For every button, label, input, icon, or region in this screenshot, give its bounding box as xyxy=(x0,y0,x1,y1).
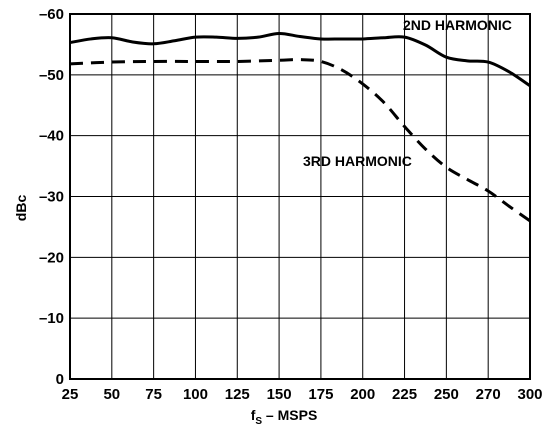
grid xyxy=(69,13,531,380)
annotation-3rd-harmonic: 3RD HARMONIC xyxy=(303,153,412,169)
y-axis-label: dBc xyxy=(13,195,29,222)
x-tick-label: 300 xyxy=(517,386,542,403)
x-tick-label: 125 xyxy=(225,386,250,403)
series-line-2nd-harmonic xyxy=(69,31,531,88)
y-tick-label: –50 xyxy=(39,67,64,84)
x-tick-label: 200 xyxy=(350,386,375,403)
x-tick-label: 50 xyxy=(103,386,120,403)
y-tick-label: –60 xyxy=(39,6,64,23)
x-axis-label-rest: – MSPS xyxy=(262,407,317,423)
y-tick-label: –20 xyxy=(39,249,64,266)
x-tick-label: 150 xyxy=(267,386,292,403)
x-axis-label-f: f xyxy=(251,407,256,423)
y-tick-label: 0 xyxy=(56,371,64,388)
plot-frame xyxy=(69,13,531,380)
series-group xyxy=(69,31,531,223)
y-tick-label: –40 xyxy=(39,128,64,145)
x-tick-label: 270 xyxy=(476,386,501,403)
x-tick-label: 250 xyxy=(434,386,459,403)
series-line-3rd-harmonic xyxy=(69,58,531,223)
x-tick-label: 100 xyxy=(183,386,208,403)
tick-labels: 25 50 75 100 125 150 175 200 225 250 270 300 0 –10 –20… xyxy=(39,6,543,403)
annotation-2nd-harmonic: 2ND HARMONIC xyxy=(403,17,512,33)
x-tick-label: 225 xyxy=(392,386,417,403)
x-axis-label: fS – MSPS xyxy=(251,407,318,427)
x-tick-label: 175 xyxy=(308,386,333,403)
y-tick-label: –30 xyxy=(39,189,64,206)
x-tick-label: 75 xyxy=(145,386,162,403)
x-tick-label: 25 xyxy=(62,386,79,403)
y-tick-label: –10 xyxy=(39,310,64,327)
x-axis-label-sub: S xyxy=(255,416,262,427)
